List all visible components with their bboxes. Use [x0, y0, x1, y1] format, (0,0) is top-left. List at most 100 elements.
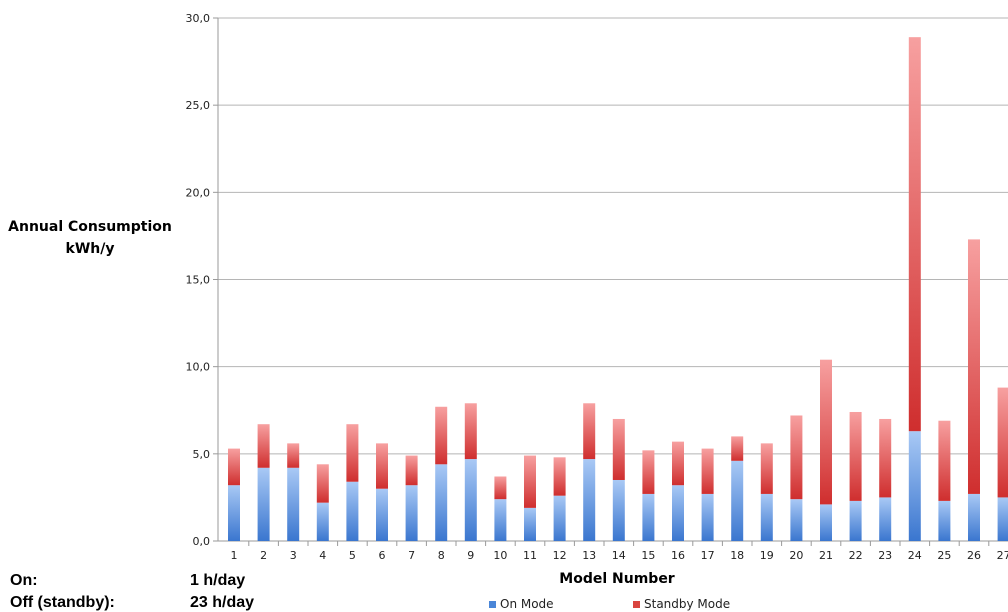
- bar-on-mode-8: [435, 464, 448, 541]
- bar-standby-mode-14: [612, 418, 625, 480]
- bar-standby-mode-10: [494, 476, 507, 500]
- bar-on-mode-7: [405, 485, 418, 541]
- y-axis-label-line-2: kWh/y: [65, 241, 115, 257]
- bar-standby-mode-4: [316, 464, 329, 503]
- y-axis-ticks: 0,0 5,0 10,0 15,0 20,0 25,0 30,0: [186, 12, 211, 548]
- x-tick-label: 14: [612, 549, 626, 562]
- x-tick-label: 18: [730, 549, 744, 562]
- bar-standby-mode-11: [524, 455, 536, 508]
- x-tick-label: 8: [438, 549, 445, 562]
- bar-standby-mode-1: [228, 448, 240, 486]
- bar-on-mode-17: [701, 493, 714, 541]
- y-axis-label-line-1: Annual Consumption: [8, 219, 172, 235]
- x-axis-label: Model Number: [559, 571, 675, 587]
- y-axis-label: Annual Consumption kWh/y: [0, 216, 180, 260]
- bar-on-mode-5: [346, 481, 359, 541]
- bar-on-mode-18: [731, 460, 744, 541]
- x-tick-label: 24: [908, 549, 922, 562]
- bar-standby-mode-2: [257, 424, 270, 468]
- bar-on-mode-16: [672, 485, 684, 541]
- legend-label-on-mode: On Mode: [500, 597, 554, 611]
- bar-on-mode-27: [997, 497, 1008, 541]
- x-tick-label: 3: [290, 549, 297, 562]
- x-tick-label: 19: [760, 549, 774, 562]
- bar-on-mode-3: [287, 467, 300, 541]
- bar-standby-mode-23: [879, 418, 892, 498]
- legend-label-standby-mode: Standby Mode: [644, 597, 731, 611]
- y-tick-label: 15,0: [186, 274, 211, 287]
- bar-on-mode-25: [938, 500, 951, 541]
- bar-standby-mode-22: [849, 411, 862, 501]
- bar-standby-mode-17: [701, 448, 714, 494]
- x-tick-label: 15: [641, 549, 655, 562]
- x-tick-label: 17: [701, 549, 715, 562]
- bar-standby-mode-5: [346, 424, 359, 482]
- bar-on-mode-14: [612, 479, 625, 541]
- x-tick-label: 7: [408, 549, 415, 562]
- bar-on-mode-26: [968, 493, 980, 541]
- bars: [228, 37, 1008, 541]
- x-tick-label: 21: [819, 549, 833, 562]
- legend-swatch-on-mode: [489, 600, 496, 608]
- x-tick-label: 9: [467, 549, 474, 562]
- x-tick-label: 27: [997, 549, 1008, 562]
- x-tick-label: 10: [493, 549, 507, 562]
- bar-standby-mode-20: [790, 415, 803, 500]
- bar-on-mode-24: [908, 431, 921, 541]
- x-tick-label: 6: [379, 549, 386, 562]
- bar-on-mode-10: [494, 499, 507, 541]
- bar-on-mode-22: [849, 500, 862, 541]
- x-tick-label: 4: [319, 549, 326, 562]
- on-hours-label: On:: [10, 572, 38, 589]
- bar-on-mode-15: [642, 493, 655, 541]
- y-tick-label: 25,0: [186, 99, 211, 112]
- bar-standby-mode-19: [760, 443, 773, 494]
- y-tick-label: 10,0: [186, 361, 211, 374]
- x-tick-label: 12: [553, 549, 567, 562]
- bar-standby-mode-15: [642, 450, 655, 494]
- bar-on-mode-11: [524, 507, 536, 541]
- bar-on-mode-23: [879, 497, 892, 541]
- bar-standby-mode-25: [938, 420, 951, 501]
- standby-hours-value: 23 h/day: [190, 594, 255, 611]
- bar-on-mode-2: [257, 467, 270, 541]
- y-tick-label: 20,0: [186, 186, 211, 199]
- bar-on-mode-21: [820, 504, 832, 541]
- y-tick-label: 0,0: [193, 535, 211, 548]
- bar-on-mode-9: [464, 459, 477, 541]
- bar-standby-mode-7: [405, 455, 418, 486]
- x-tick-label: 25: [937, 549, 951, 562]
- bar-standby-mode-9: [464, 403, 477, 460]
- x-tick-label: 13: [582, 549, 596, 562]
- bar-standby-mode-13: [583, 403, 596, 460]
- bar-on-mode-4: [316, 502, 329, 541]
- bar-standby-mode-18: [731, 436, 744, 461]
- x-tick-label: 26: [967, 549, 981, 562]
- x-tick-label: 11: [523, 549, 537, 562]
- bar-standby-mode-3: [287, 443, 300, 468]
- bar-standby-mode-27: [997, 387, 1008, 498]
- legend-item-standby-mode: Standby Mode: [633, 597, 730, 611]
- bar-standby-mode-8: [435, 406, 448, 465]
- y-tick-label: 5,0: [193, 448, 211, 461]
- bar-on-mode-20: [790, 499, 803, 541]
- bar-on-mode-1: [228, 485, 240, 541]
- bar-standby-mode-6: [376, 443, 388, 489]
- x-tick-label: 22: [849, 549, 863, 562]
- bar-standby-mode-26: [968, 239, 980, 494]
- y-tick-label: 30,0: [186, 12, 211, 25]
- bar-standby-mode-12: [553, 457, 566, 496]
- bar-on-mode-19: [760, 493, 773, 541]
- on-hours-row: On: 1 h/day: [10, 572, 245, 590]
- bar-on-mode-12: [553, 495, 566, 541]
- legend-swatch-standby-mode: [633, 600, 640, 608]
- bar-on-mode-6: [376, 488, 388, 541]
- standby-hours-row: Off (standby): 23 h/day: [10, 594, 254, 612]
- x-tick-label: 2: [260, 549, 267, 562]
- standby-hours-label: Off (standby):: [10, 594, 115, 611]
- x-tick-label: 16: [671, 549, 685, 562]
- on-hours-value: 1 h/day: [190, 572, 246, 589]
- bar-standby-mode-16: [672, 441, 684, 486]
- bar-standby-mode-24: [908, 37, 921, 432]
